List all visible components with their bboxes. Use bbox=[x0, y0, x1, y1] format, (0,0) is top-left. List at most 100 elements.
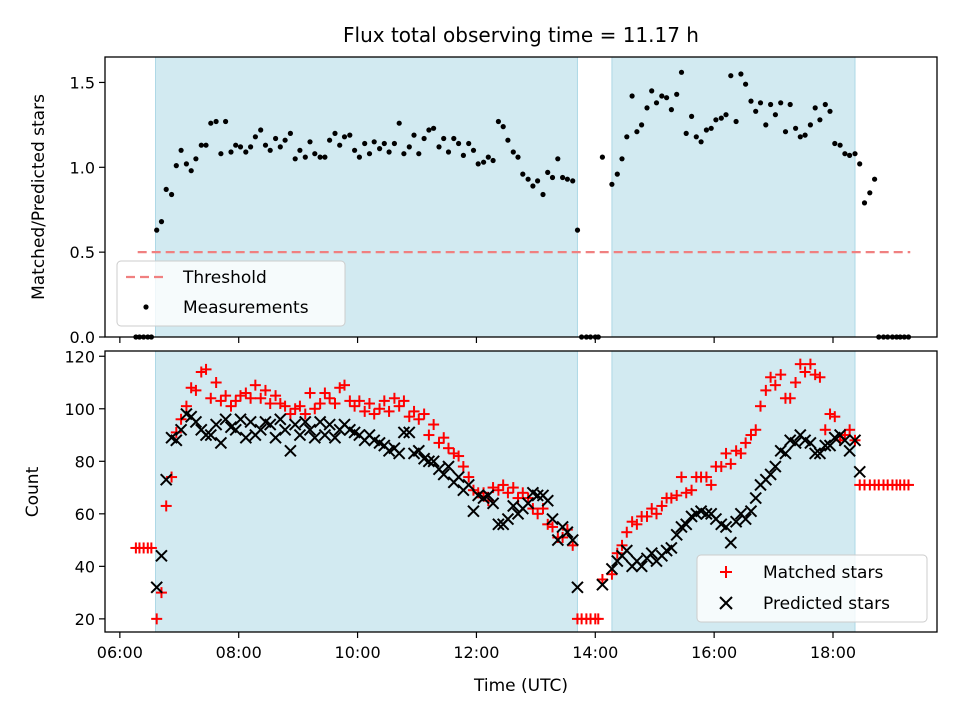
measurement-point bbox=[555, 156, 561, 162]
matched-star-point bbox=[324, 392, 336, 404]
measurement-point bbox=[797, 134, 803, 140]
measurement-point bbox=[678, 69, 685, 75]
measurement-point bbox=[674, 91, 680, 97]
predicted-star-point bbox=[848, 434, 862, 447]
predicted-star-point bbox=[789, 436, 802, 450]
predicted-star-point bbox=[744, 504, 758, 518]
matched-star-point bbox=[754, 400, 766, 412]
measurements-legend-swatch bbox=[143, 304, 149, 310]
predicted-star-point bbox=[507, 499, 520, 513]
predicted-star-point bbox=[620, 544, 633, 557]
measurement-point bbox=[644, 105, 650, 111]
matched-star-point bbox=[185, 382, 197, 394]
matched-star-point bbox=[492, 484, 504, 496]
matched-star-point bbox=[631, 518, 643, 530]
measurement-point bbox=[347, 132, 353, 138]
measurement-point bbox=[664, 95, 670, 101]
predicted-star-point bbox=[204, 428, 217, 442]
predicted-star-point bbox=[482, 489, 495, 502]
measurement-point bbox=[307, 139, 313, 145]
measurement-point bbox=[540, 191, 546, 198]
predicted-star-point bbox=[244, 415, 257, 429]
measurement-point bbox=[436, 144, 442, 150]
x-tick-label: 08:00 bbox=[216, 643, 262, 662]
matched-star-point bbox=[453, 450, 465, 462]
matched-star-point bbox=[299, 408, 311, 420]
matched-star-point bbox=[349, 400, 361, 412]
measurement-point bbox=[386, 149, 392, 155]
matched-star-point bbox=[769, 379, 781, 391]
measurement-point bbox=[787, 101, 793, 108]
measurement-point bbox=[619, 156, 625, 162]
matched-star-point bbox=[255, 392, 267, 404]
measurement-point bbox=[807, 122, 814, 128]
matched-star-point bbox=[463, 471, 475, 483]
measurement-point bbox=[748, 98, 754, 104]
predicted-star-point bbox=[819, 439, 832, 452]
measurement-point bbox=[352, 147, 358, 153]
predicted-star-point bbox=[724, 536, 737, 549]
measurement-point bbox=[248, 144, 254, 150]
matched-star-point bbox=[363, 398, 375, 410]
matched-star-point bbox=[646, 503, 658, 515]
measurement-point bbox=[817, 117, 823, 123]
measurement-point bbox=[277, 144, 283, 150]
x-tick-label: 06:00 bbox=[97, 643, 143, 662]
measurement-point bbox=[728, 73, 734, 79]
matched-star-point bbox=[393, 400, 405, 412]
matched-star-point bbox=[329, 398, 341, 410]
measurement-point bbox=[366, 151, 373, 157]
measurement-point bbox=[287, 130, 293, 136]
top-legend: Threshold Measurements bbox=[116, 260, 346, 327]
measurement-point bbox=[867, 190, 873, 196]
bottom-y-tick-label: 120 bbox=[64, 347, 95, 366]
matched-star-point bbox=[200, 363, 212, 375]
measurement-point bbox=[421, 135, 427, 142]
predicted-star-point bbox=[403, 426, 416, 439]
measurement-point bbox=[624, 134, 630, 140]
matched-star-point bbox=[626, 516, 638, 528]
measurement-point bbox=[416, 151, 422, 157]
measurement-point bbox=[203, 142, 209, 148]
top-y-tick-label: 0.0 bbox=[70, 328, 95, 347]
matched-star-point bbox=[790, 377, 802, 389]
predicted-star-point bbox=[278, 423, 292, 436]
measurement-point bbox=[273, 135, 279, 142]
matched-star-point bbox=[621, 526, 633, 538]
measurement-point bbox=[481, 159, 487, 165]
matched-star-point bbox=[205, 392, 217, 404]
matched-star-point bbox=[220, 390, 232, 402]
measurement-point bbox=[485, 154, 491, 160]
predicted-star-point bbox=[170, 434, 183, 447]
predicted-star-point bbox=[442, 460, 455, 473]
measurement-point bbox=[466, 140, 472, 147]
matched-star-point bbox=[750, 424, 762, 436]
measurement-point bbox=[649, 88, 655, 94]
matched-star-point bbox=[428, 419, 440, 431]
matched-star-point bbox=[408, 405, 420, 417]
matched-star-point bbox=[641, 510, 653, 522]
matched-star-point bbox=[230, 395, 242, 407]
measurement-point bbox=[574, 227, 581, 233]
measurement-point bbox=[689, 113, 695, 119]
measurements-legend-label: Measurements bbox=[183, 298, 309, 318]
matched-star-point bbox=[650, 508, 662, 520]
matched-star-point bbox=[517, 487, 529, 499]
matched-star-point bbox=[745, 429, 757, 441]
measurement-point bbox=[634, 129, 640, 135]
measurement-point bbox=[213, 118, 219, 125]
predicted-star-point bbox=[160, 473, 173, 486]
matched-star-point bbox=[304, 387, 316, 399]
matched-star-point bbox=[210, 377, 222, 389]
predicted-star-point bbox=[531, 489, 544, 502]
top-y-tick-label: 0.5 bbox=[70, 243, 95, 262]
measurement-point bbox=[827, 108, 833, 114]
matched-star-point bbox=[448, 447, 460, 459]
predicted-star-point bbox=[467, 504, 480, 518]
top-legend-box bbox=[116, 260, 346, 327]
predicted-star-point bbox=[462, 478, 475, 492]
matched-star-point bbox=[675, 471, 687, 483]
predicted-star-point bbox=[189, 415, 203, 429]
predicted-star-point bbox=[739, 512, 752, 526]
matched-star-point bbox=[388, 392, 400, 404]
